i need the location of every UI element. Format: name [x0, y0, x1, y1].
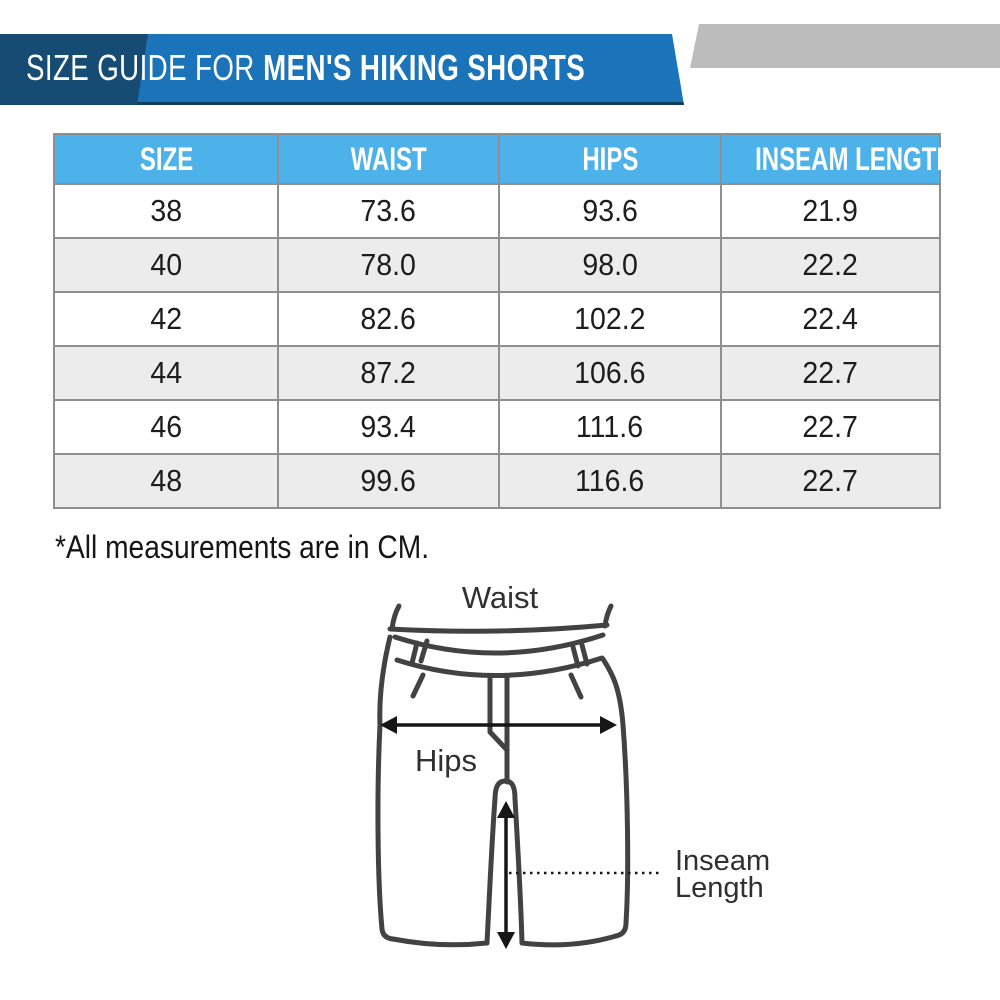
table-cell: 22.7 — [720, 345, 941, 401]
table-header-row: SIZE WAIST HIPS INSEAM LENGTH — [52, 133, 954, 185]
table-cell: 111.6 — [497, 399, 723, 455]
table-row: 42 82.6 102.2 22.4 — [52, 291, 941, 347]
banner-dark-accent — [0, 34, 148, 105]
table-cell: 102.2 — [497, 291, 723, 347]
table-row: 46 93.4 111.6 22.7 — [52, 399, 941, 455]
shorts-outline — [375, 603, 631, 948]
column-header-inseam-length: INSEAM LENGTH — [720, 133, 954, 185]
banner-title: SIZE GUIDE FOR MEN'S HIKING SHORTS — [26, 34, 752, 102]
table-row: 48 99.6 116.6 22.7 — [52, 453, 941, 509]
table-cell: 48 — [52, 453, 280, 509]
banner-title-emphasis: MEN'S HIKING SHORTS — [263, 47, 586, 88]
size-table: SIZE WAIST HIPS INSEAM LENGTH 38 73.6 93… — [52, 133, 954, 509]
table-cell: 99.6 — [277, 453, 500, 509]
table-cell: 87.2 — [277, 345, 500, 401]
table-row: 38 73.6 93.6 21.9 — [52, 183, 941, 239]
table-row: 40 78.0 98.0 22.2 — [52, 237, 941, 293]
table-cell: 93.6 — [497, 183, 723, 239]
inseam-arrow — [497, 801, 515, 949]
table-cell: 22.7 — [720, 453, 941, 509]
table-cell: 98.0 — [497, 237, 723, 293]
inseam-length-label: Inseam — [675, 845, 770, 877]
shorts-diagram: Waist Hips Inseam Length — [375, 580, 770, 949]
waist-line — [387, 622, 610, 634]
measurements-note: *All measurements are in CM. — [55, 529, 430, 565]
table-row: 44 87.2 106.6 22.7 — [52, 345, 941, 401]
table-cell: 22.4 — [720, 291, 941, 347]
hips-label: Hips — [415, 743, 477, 778]
table-cell: 42 — [52, 291, 280, 347]
table-cell: 40 — [52, 237, 280, 293]
table-cell: 22.7 — [720, 399, 941, 455]
waist-label: Waist — [462, 580, 539, 615]
column-header-waist: WAIST — [277, 133, 500, 185]
table-cell: 106.6 — [497, 345, 723, 401]
table-cell: 82.6 — [277, 291, 500, 347]
table-cell: 22.2 — [720, 237, 941, 293]
table-cell: 93.4 — [277, 399, 500, 455]
hips-arrow — [380, 716, 617, 734]
column-header-size: SIZE — [52, 133, 280, 185]
banner-title-prefix: SIZE GUIDE FOR — [26, 47, 255, 88]
banner-gray-accent — [690, 24, 1000, 68]
banner: SIZE GUIDE FOR MEN'S HIKING SHORTS — [0, 34, 1000, 105]
inseam-length-label-line2: Length — [675, 872, 764, 904]
table-cell: 73.6 — [277, 183, 500, 239]
table-cell: 38 — [52, 183, 280, 239]
table-cell: 78.0 — [277, 237, 500, 293]
table-cell: 44 — [52, 345, 280, 401]
column-header-hips: HIPS — [497, 133, 723, 185]
table-cell: 46 — [52, 399, 280, 455]
table-cell: 21.9 — [720, 183, 941, 239]
table-cell: 116.6 — [497, 453, 723, 509]
banner-bottom-edge — [0, 102, 684, 105]
